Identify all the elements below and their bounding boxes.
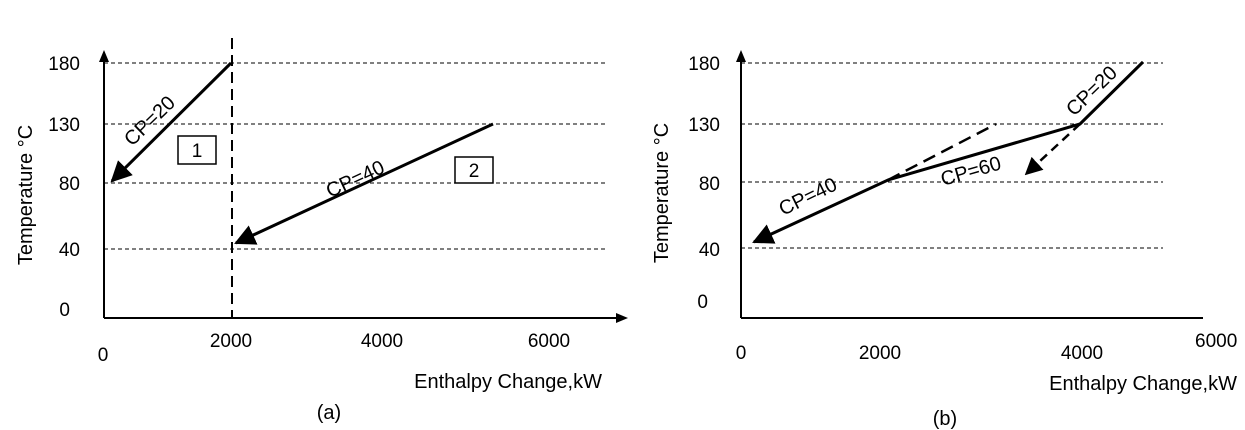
y-axis-arrow-icon (736, 50, 746, 62)
composite-curve (752, 60, 1145, 244)
x-tick-2000: 2000 (210, 331, 252, 352)
stream-box-1 (177, 135, 217, 165)
cp-label-a-2: CP=40 (323, 157, 388, 203)
y-tick-0: 0 (697, 292, 708, 313)
cp-label-b-2: CP=60 (938, 153, 1003, 191)
curve-cp20 (110, 61, 233, 183)
y-tick-0: 0 (59, 300, 70, 321)
caption-a: (a) (317, 402, 341, 424)
cp-label-b-1: CP=40 (776, 174, 841, 221)
y-tick-40: 40 (699, 240, 720, 261)
panel-a: CP=20 CP=40 1 2 180 130 80 40 0 0 2000 4… (15, 38, 628, 424)
panel-b: CP=40 CP=60 CP=20 180 130 80 40 0 0 2000… (651, 50, 1237, 430)
y-tick-130: 130 (48, 115, 80, 136)
x-axis-arrow-icon (616, 313, 628, 323)
dashed-return-line (1024, 123, 1081, 176)
y-tick-180: 180 (48, 54, 80, 75)
curve-cp40 (234, 122, 494, 245)
caption-b: (b) (933, 408, 957, 430)
stream-box-1-label: 1 (192, 141, 203, 162)
y-tick-80: 80 (59, 174, 80, 195)
x-tick-6000: 6000 (528, 331, 570, 352)
y-tick-180: 180 (688, 54, 720, 75)
x-tick-0: 0 (736, 343, 747, 364)
stream-box-2-label: 2 (469, 161, 480, 182)
x-axis-title-a: Enthalpy Change,kW (414, 371, 602, 393)
x-axis-title-b: Enthalpy Change,kW (1049, 373, 1237, 395)
stream-box-2 (454, 156, 494, 184)
x-tick-6000: 6000 (1195, 331, 1237, 352)
x-tick-4000: 4000 (361, 331, 403, 352)
y-axis-title-b: Temperature °C (651, 123, 673, 263)
dashed-extension-line (887, 122, 997, 182)
y-tick-130: 130 (688, 115, 720, 136)
y-tick-80: 80 (699, 174, 720, 195)
y-axis-arrow-icon (99, 50, 109, 62)
x-tick-2000: 2000 (859, 343, 901, 364)
x-tick-0: 0 (98, 345, 109, 366)
y-tick-40: 40 (59, 240, 80, 261)
y-axis-title-a: Temperature °C (15, 125, 37, 265)
x-tick-4000: 4000 (1061, 343, 1103, 364)
